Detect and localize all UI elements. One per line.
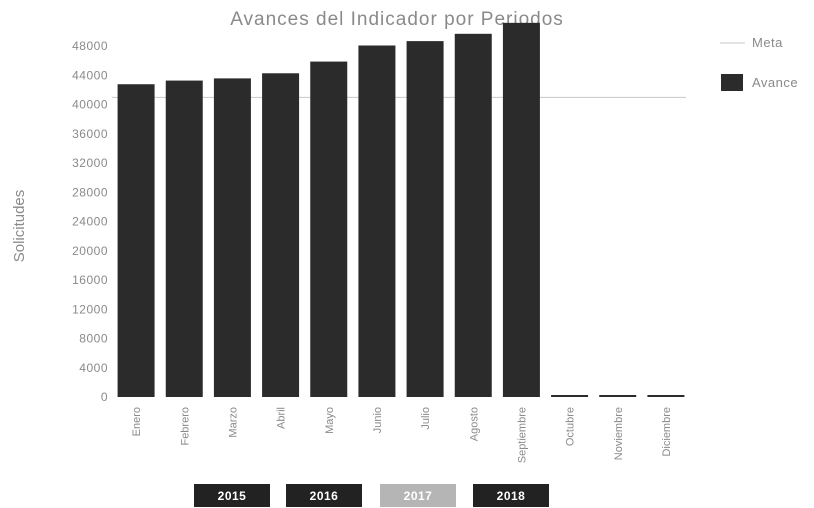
x-tick-label: Enero <box>131 407 143 436</box>
y-tick-label: 16000 <box>72 273 108 287</box>
year-button-label: 2015 <box>218 489 247 503</box>
x-tick-label: Noviembre <box>613 407 625 460</box>
year-button-bg <box>380 484 456 507</box>
y-tick-label: 48000 <box>72 39 108 53</box>
bar[interactable] <box>647 395 685 397</box>
year-button-2015[interactable]: 2015 <box>194 484 270 507</box>
year-button-2018[interactable]: 2018 <box>473 484 549 507</box>
year-button-2017[interactable]: 2017 <box>380 484 456 507</box>
year-button-bg <box>473 484 549 507</box>
x-axis-ticks: Enero Febrero Marzo Abril Mayo Junio Julio Agos… <box>131 407 673 463</box>
y-tick-label: 12000 <box>72 302 108 316</box>
y-tick-label: 32000 <box>72 156 108 170</box>
bars <box>117 22 685 398</box>
legend: Meta Avance <box>720 35 798 91</box>
year-button-group: 2015 2016 2017 2018 <box>194 484 549 507</box>
bar[interactable] <box>117 84 155 397</box>
legend-item-meta[interactable]: Meta <box>720 35 783 50</box>
y-tick-label: 4000 <box>79 361 108 375</box>
bar[interactable] <box>502 22 540 397</box>
y-tick-label: 40000 <box>72 98 108 112</box>
bar[interactable] <box>262 73 300 398</box>
x-tick-label: Septiembre <box>516 407 528 463</box>
x-tick-label: Octubre <box>565 407 577 446</box>
y-tick-label: 8000 <box>79 332 108 346</box>
year-button-2016[interactable]: 2016 <box>286 484 362 507</box>
chart-title: Avances del Indicador por Periodos <box>230 9 564 30</box>
bar[interactable] <box>599 395 637 397</box>
x-tick-label: Febrero <box>179 407 191 446</box>
bar[interactable] <box>358 45 396 398</box>
bar[interactable] <box>406 41 444 397</box>
x-tick-label: Marzo <box>227 407 239 438</box>
x-tick-label: Diciembre <box>661 407 673 457</box>
y-tick-label: 28000 <box>72 185 108 199</box>
y-tick-label: 44000 <box>72 68 108 82</box>
bar[interactable] <box>165 80 203 398</box>
year-button-bg <box>194 484 270 507</box>
bar[interactable] <box>551 395 589 397</box>
year-button-label: 2018 <box>497 489 526 503</box>
year-button-bg <box>286 484 362 507</box>
bar[interactable] <box>310 61 348 397</box>
legend-avance-swatch <box>721 74 743 91</box>
y-tick-label: 20000 <box>72 244 108 258</box>
y-tick-label: 0 <box>101 390 108 404</box>
bar[interactable] <box>454 33 492 398</box>
x-tick-label: Julio <box>420 407 432 430</box>
y-axis-label: Solicitudes <box>11 190 28 263</box>
legend-item-avance[interactable]: Avance <box>721 74 798 91</box>
y-tick-label: 36000 <box>72 127 108 141</box>
y-tick-label: 24000 <box>72 215 108 229</box>
year-button-label: 2016 <box>310 489 339 503</box>
x-tick-label: Junio <box>372 407 384 433</box>
year-button-label: 2017 <box>404 489 433 503</box>
legend-avance-label: Avance <box>752 75 798 90</box>
legend-meta-label: Meta <box>752 35 783 50</box>
x-tick-label: Agosto <box>468 407 480 441</box>
x-tick-label: Abril <box>276 407 288 429</box>
bar[interactable] <box>213 78 251 397</box>
x-tick-label: Mayo <box>324 407 336 434</box>
y-axis-ticks: 0 4000 8000 12000 16000 20000 24000 28000 32000 3… <box>72 39 108 404</box>
